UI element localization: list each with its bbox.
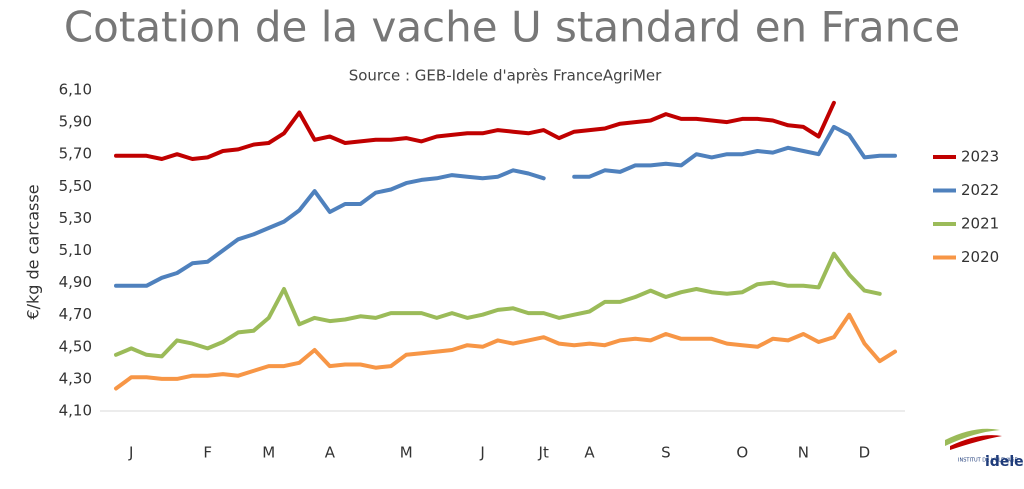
y-tick-label: 4,70 bbox=[59, 305, 92, 323]
x-tick-label: S bbox=[661, 444, 671, 462]
y-tick-label: 4,90 bbox=[59, 273, 92, 291]
legend-label: 2022 bbox=[961, 181, 999, 199]
series-line bbox=[114, 251, 882, 359]
legend-label: 2021 bbox=[961, 215, 999, 233]
logo-swoosh bbox=[945, 428, 1000, 446]
logo-name: idele bbox=[985, 454, 1024, 470]
y-tick-label: 6,10 bbox=[59, 81, 92, 99]
y-tick-label: 4,50 bbox=[59, 337, 92, 355]
x-tick-label: M bbox=[400, 444, 413, 462]
x-tick-label: A bbox=[584, 444, 595, 462]
legend-label: 2020 bbox=[961, 248, 999, 266]
series-line bbox=[114, 100, 836, 161]
y-tick-label: 4,10 bbox=[59, 402, 92, 420]
x-tick-label: J bbox=[479, 444, 484, 462]
y-tick-label: 5,30 bbox=[59, 209, 92, 227]
series-line bbox=[114, 312, 897, 391]
series-line bbox=[114, 124, 897, 288]
x-tick-label: O bbox=[736, 444, 748, 462]
logo-swoosh bbox=[950, 435, 1002, 450]
x-tick-label: F bbox=[203, 444, 212, 462]
chart-title: Cotation de la vache U standard en Franc… bbox=[64, 3, 960, 52]
x-tick-label: D bbox=[859, 444, 871, 462]
x-tick-label: M bbox=[262, 444, 275, 462]
logo: INSTITUT DE L'ÉLEVAGE idele bbox=[945, 428, 1024, 470]
y-tick-label: 4,30 bbox=[59, 369, 92, 387]
chart-subtitle: Source : GEB-Idele d'après FranceAgriMer bbox=[349, 67, 662, 85]
x-tick-label: A bbox=[325, 444, 336, 462]
x-tick-label: N bbox=[798, 444, 809, 462]
y-tick-label: 5,50 bbox=[59, 177, 92, 195]
y-axis-label: €/kg de carcasse bbox=[24, 184, 43, 319]
legend-label: 2023 bbox=[961, 148, 999, 166]
y-tick-label: 5,70 bbox=[59, 145, 92, 163]
x-tick-label: J bbox=[128, 444, 133, 462]
x-tick-label: Jt bbox=[538, 444, 549, 462]
y-tick-label: 5,10 bbox=[59, 241, 92, 259]
logo-text: INSTITUT DE L'ÉLEVAGE bbox=[958, 456, 1018, 464]
y-tick-label: 5,90 bbox=[59, 113, 92, 131]
